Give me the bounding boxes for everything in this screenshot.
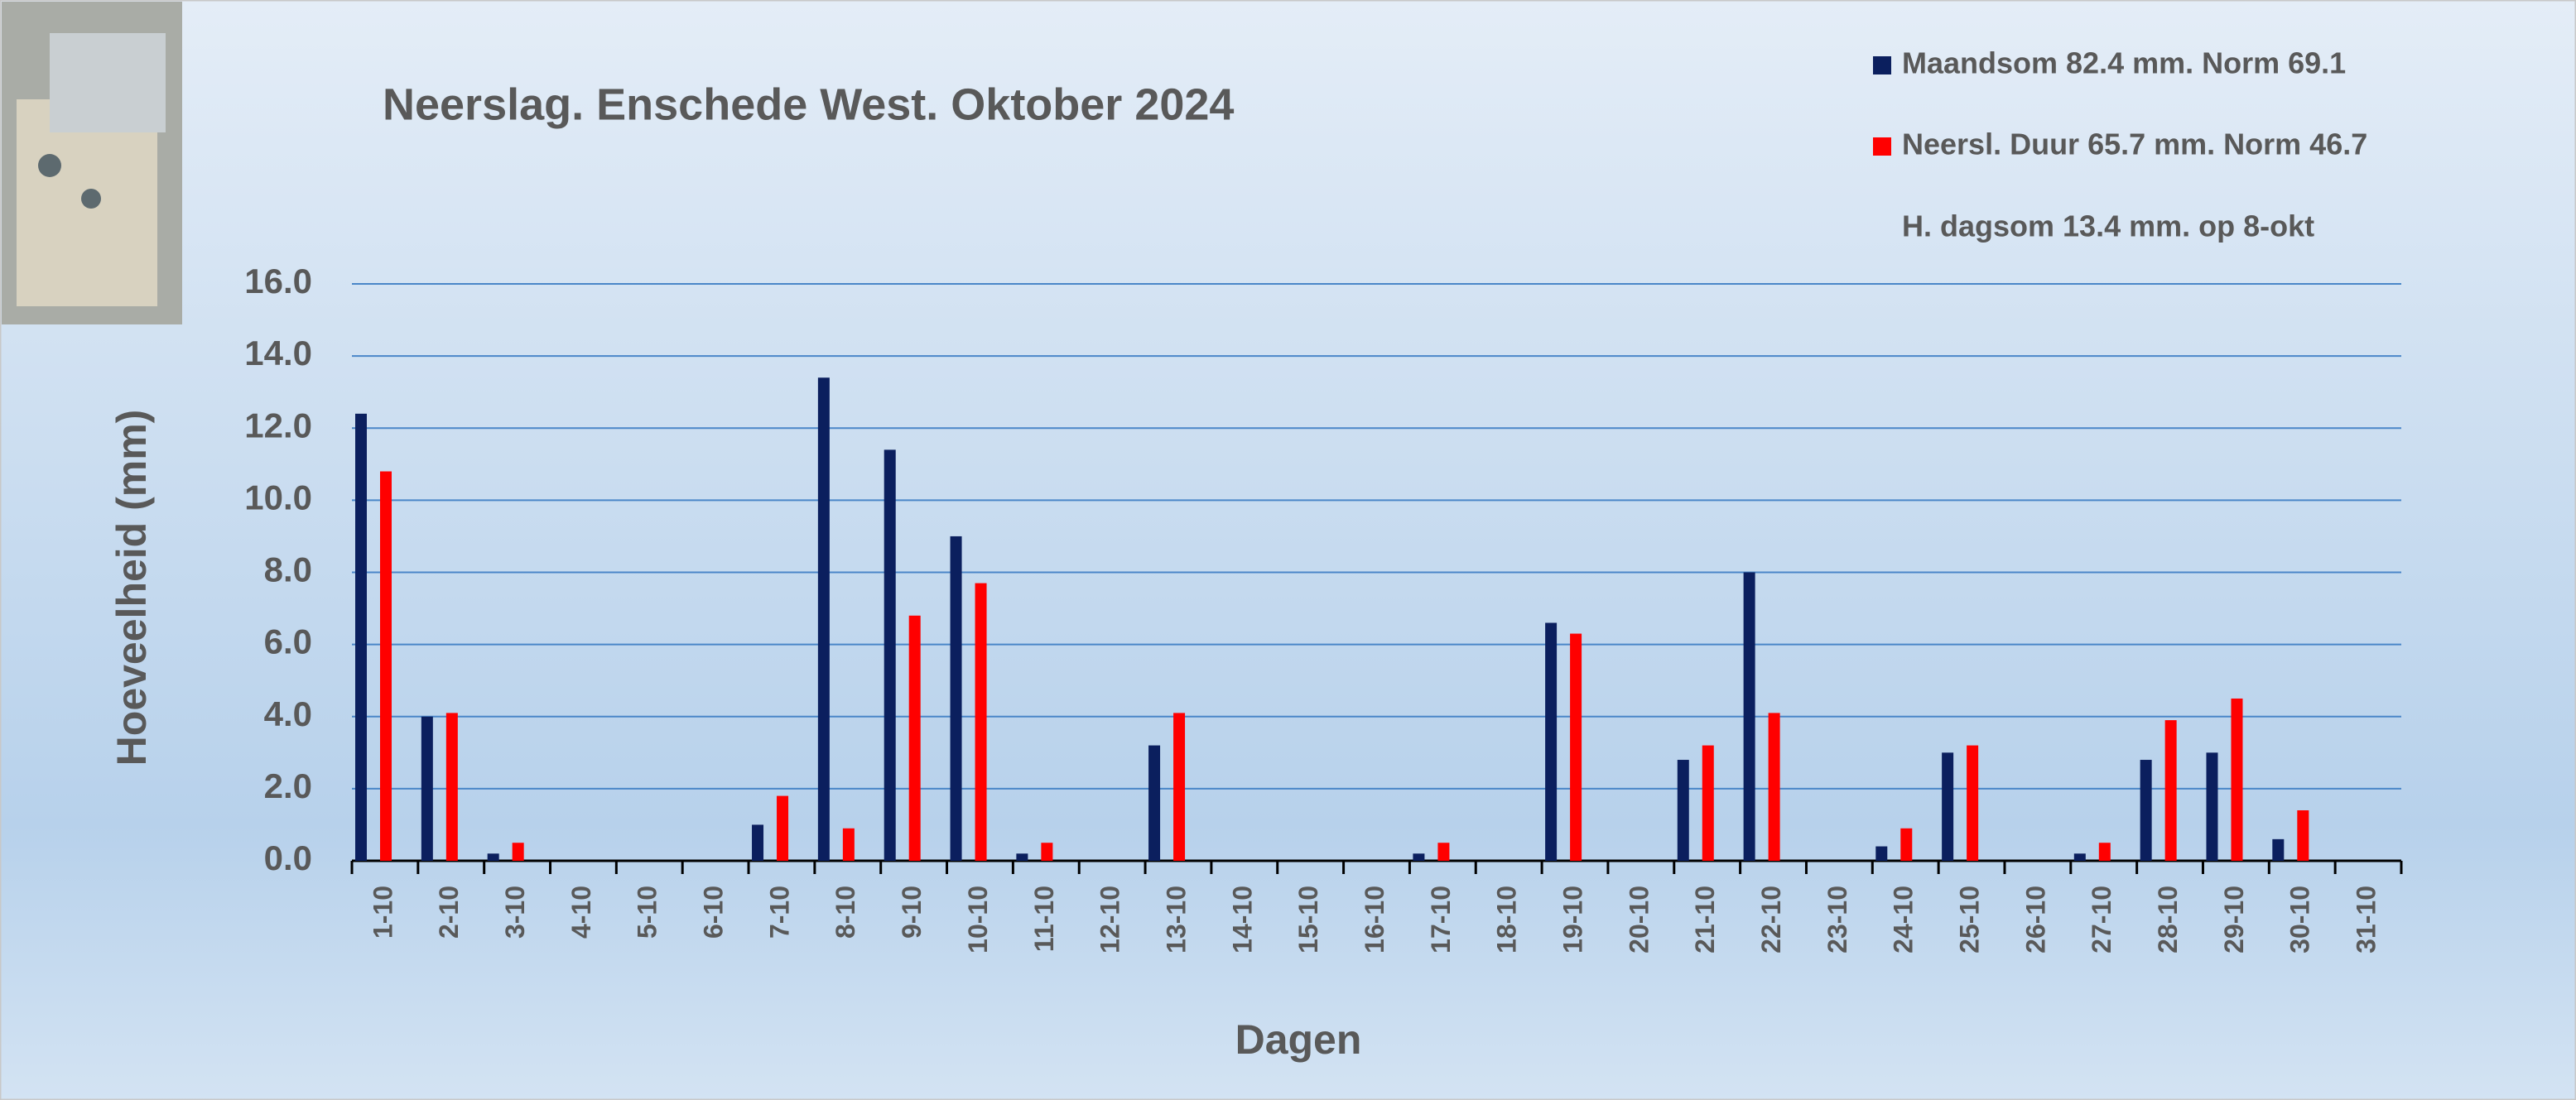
bar — [1743, 572, 1755, 861]
x-tick-label: 15-10 — [1293, 886, 1323, 953]
bar — [2206, 752, 2218, 861]
x-axis-label: Dagen — [1235, 1016, 1362, 1063]
bar — [355, 413, 367, 861]
y-tick-label: 6.0 — [264, 622, 312, 661]
bar — [1041, 843, 1053, 861]
bar — [2073, 853, 2086, 861]
y-axis-label: Hoeveelheid (mm) — [108, 410, 155, 766]
bar — [1900, 828, 1913, 861]
x-tick-label: 4-10 — [566, 886, 596, 939]
x-tick-label: 23-10 — [1822, 886, 1852, 953]
x-tick-label: 28-10 — [2153, 886, 2183, 953]
bar — [2164, 720, 2177, 861]
y-tick-label: 0.0 — [264, 838, 312, 877]
bar — [908, 615, 921, 861]
legend-swatch — [1873, 56, 1891, 74]
x-tick-label: 29-10 — [2219, 886, 2249, 953]
y-tick-label: 8.0 — [264, 550, 312, 589]
x-tick-label: 3-10 — [500, 886, 530, 939]
y-tick-label: 14.0 — [244, 334, 312, 372]
x-tick-label: 12-10 — [1095, 886, 1125, 953]
x-tick-label: 17-10 — [1426, 886, 1456, 953]
bar — [2231, 698, 2243, 861]
bar — [950, 536, 962, 861]
x-tick-label: 19-10 — [1558, 886, 1587, 953]
legend-label: Maandsom 82.4 mm. Norm 69.1 — [1902, 46, 2346, 80]
bar — [1148, 745, 1161, 861]
bar — [975, 583, 987, 861]
bar — [1545, 622, 1558, 861]
bar — [2140, 760, 2152, 861]
x-tick-label: 30-10 — [2285, 886, 2315, 953]
bar — [1967, 745, 1979, 861]
bar — [1173, 713, 1186, 861]
x-tick-label: 7-10 — [764, 886, 794, 939]
x-tick-label: 14-10 — [1227, 886, 1257, 953]
bar — [1768, 713, 1780, 861]
chart-title: Neerslag. Enschede West. Oktober 2024 — [383, 79, 1234, 129]
x-tick-label: 25-10 — [1955, 886, 1985, 953]
x-tick-label: 27-10 — [2087, 886, 2116, 953]
bar — [1570, 633, 1582, 861]
y-tick-label: 16.0 — [244, 262, 312, 300]
bar — [487, 853, 499, 861]
x-tick-label: 31-10 — [2352, 886, 2381, 953]
bar — [842, 828, 855, 861]
annotation: H. dagsom 13.4 mm. op 8-okt — [1902, 209, 2314, 243]
x-tick-label: 6-10 — [699, 886, 729, 939]
x-tick-label: 26-10 — [2020, 886, 2050, 953]
bar — [512, 843, 524, 861]
bar — [1016, 853, 1028, 861]
bar — [752, 824, 764, 861]
y-tick-label: 2.0 — [264, 766, 312, 805]
legend-label: Neersl. Duur 65.7 mm. Norm 46.7 — [1902, 127, 2367, 161]
bar — [817, 377, 830, 861]
x-tick-label: 21-10 — [1690, 886, 1720, 953]
bar — [1437, 843, 1450, 861]
x-tick-label: 8-10 — [831, 886, 860, 939]
x-tick-label: 13-10 — [1161, 886, 1191, 953]
bar — [1942, 752, 1954, 861]
photo — [2, 2, 182, 324]
x-tick-label: 18-10 — [1492, 886, 1522, 953]
x-tick-label: 1-10 — [368, 886, 397, 939]
bar — [445, 713, 458, 861]
x-tick-label: 10-10 — [963, 886, 993, 953]
bar — [1677, 760, 1689, 861]
x-tick-label: 9-10 — [897, 886, 927, 939]
bar — [2297, 810, 2309, 861]
bar — [380, 471, 392, 861]
bar — [1875, 846, 1888, 861]
x-tick-label: 5-10 — [633, 886, 662, 939]
bar — [1702, 745, 1714, 861]
x-tick-label: 2-10 — [434, 886, 464, 939]
bar — [884, 449, 896, 861]
bar — [421, 716, 433, 861]
bar — [2272, 838, 2285, 861]
bar — [1413, 853, 1425, 861]
x-tick-label: 24-10 — [1889, 886, 1919, 953]
x-tick-label: 16-10 — [1360, 886, 1389, 953]
legend-swatch — [1873, 137, 1891, 156]
x-tick-label: 20-10 — [1624, 886, 1654, 953]
y-tick-label: 4.0 — [264, 694, 312, 733]
x-tick-label: 22-10 — [1756, 886, 1786, 953]
bar — [777, 795, 789, 861]
bar — [2098, 843, 2111, 861]
x-tick-label: 11-10 — [1029, 886, 1059, 952]
y-tick-label: 10.0 — [244, 478, 312, 516]
y-tick-label: 12.0 — [244, 406, 312, 444]
